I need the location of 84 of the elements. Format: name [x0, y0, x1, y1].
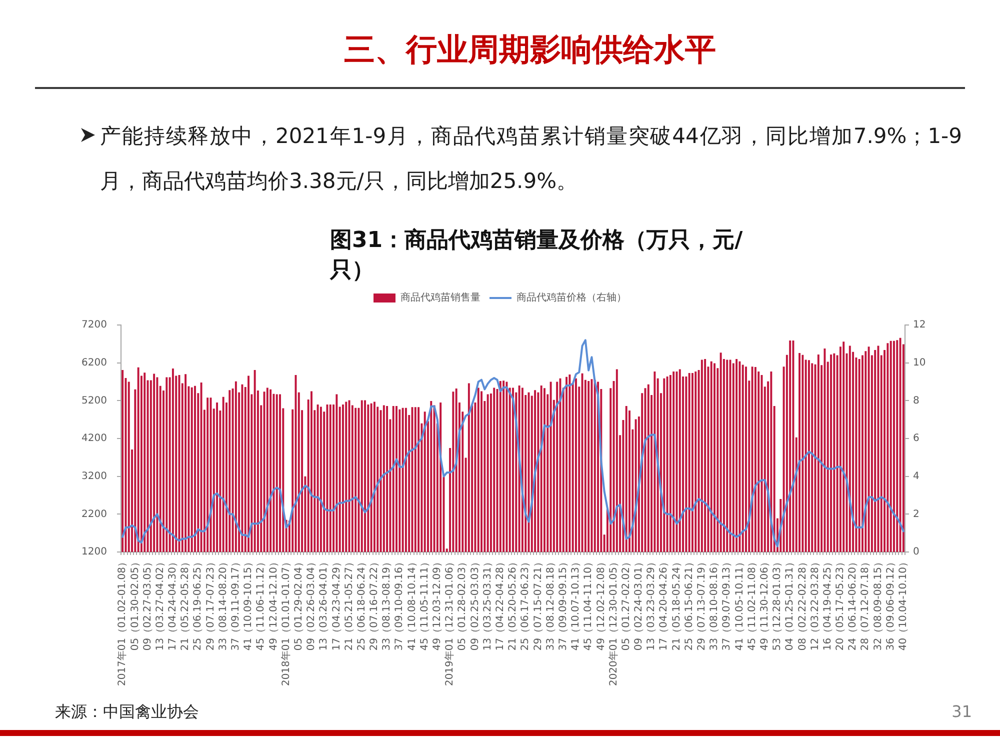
y2-tick-label: 0	[913, 546, 920, 558]
x-tick-label: 49（12.03-12.09）	[432, 557, 444, 651]
x-tick-label: 29（07.13-07.19）	[696, 557, 708, 651]
x-tick-label: 41（10.07-10.13）	[570, 557, 582, 651]
x-tick-label: 05（01.29-02.04）	[293, 557, 304, 651]
y-tick-label: 2200	[82, 508, 107, 520]
chart-title: 三、行业周期影响供给水平	[343, 31, 717, 70]
x-tick-label: 33（08.14-08.20）	[218, 557, 229, 651]
y-tick-label: 4200	[82, 433, 107, 444]
x-tick-label: 20（05.17-05.23）	[835, 557, 846, 651]
x-tick-label: 2018年01（01.01-01.07）	[280, 557, 292, 686]
y-tick-label: 5200	[82, 395, 107, 406]
y-tick-label: 6200	[82, 357, 107, 368]
x-tick-label: 33（08.12-08.18）	[545, 557, 556, 651]
x-tick-label: 37（09.11-09.17）	[230, 557, 242, 651]
x-tick-label: 21（05.22-05.28）	[180, 557, 192, 651]
x-tick-label: 53（12.28-01.03）	[772, 557, 784, 651]
x-tick-label: 41（10.08-10.14）	[406, 557, 418, 651]
x-tick-label: 29（07.17-07.23）	[205, 557, 216, 651]
y2-tick-label: 6	[913, 433, 920, 444]
x-tick-label: 24（06.14-06.20）	[848, 557, 859, 651]
x-tick-label: 41（10.05-10.11）	[734, 557, 746, 651]
legend-label: 商品代鸡苗销售量	[400, 292, 480, 304]
y2-tick-label: 8	[913, 395, 920, 406]
x-tick-label: 28（07.12-07.18）	[860, 557, 872, 651]
x-tick-label: 32（08.09-08.15）	[872, 557, 884, 651]
x-tick-label: 25（06.15-06.21）	[684, 557, 695, 651]
x-tick-label: 13（03.23-03.29）	[646, 557, 658, 651]
x-tick-label: 05（01.28-02.03）	[457, 557, 468, 651]
x-tick-label: 45（11.06-11.12）	[256, 557, 267, 651]
x-tick-label: 13（03.27-04.02）	[154, 557, 166, 651]
y2-tick-label: 2	[913, 508, 920, 520]
x-tick-label: 09（02.24-03.01）	[634, 557, 645, 651]
chart-subtitle: 图31：商品代鸡苗销量及价格（万只，元/只）	[330, 227, 744, 285]
y-tick-label: 1200	[82, 546, 107, 558]
x-tick-label: 21（05.20-05.26）	[508, 557, 519, 651]
x-tick-label: 25（06.17-06.23）	[520, 557, 532, 651]
x-tick-label: 04（01.25-01.31）	[784, 557, 796, 651]
x-tick-label: 25（06.19-06.25）	[192, 557, 204, 651]
x-tick-label: 17（04.22-04.28）	[495, 557, 506, 651]
x-tick-label: 17（04.23-04.29）	[331, 557, 342, 651]
x-tick-label: 2020年01（12.30-01.05）	[607, 557, 620, 686]
x-tick-label: 16（04.19-04.25）	[822, 557, 834, 651]
x-tick-label: 09（02.25-03.03）	[470, 557, 481, 651]
x-tick-label: 37（09.07-09.13）	[722, 557, 733, 651]
x-tick-label: 37（09.09-09.15）	[558, 557, 569, 651]
x-tick-label: 49（12.02-12.08）	[596, 557, 607, 651]
x-tick-label: 2017年01（01.02-01.08）	[116, 557, 128, 686]
x-tick-label: 37（09.10-09.16）	[394, 557, 406, 651]
x-tick-label: 33（08.13-08.19）	[382, 557, 393, 651]
x-tick-label: 17（04.24-04.30）	[168, 557, 179, 651]
y-tick-label: 7200	[82, 320, 107, 331]
x-tick-label: 33（08.10-08.16）	[709, 557, 720, 651]
source-note: 来源：中国禽业协会	[55, 701, 199, 723]
x-tick-label: 40（10.04-10.10）	[898, 557, 910, 651]
y-tick-label: 3200	[82, 470, 107, 482]
x-tick-label: 12（03.22-03.28）	[810, 557, 821, 651]
x-tick-label: 17（04.20-04.26）	[658, 557, 670, 651]
x-tick-label: 45（11.04-11.10）	[583, 557, 594, 651]
x-tick-label: 45（11.02-11.08）	[746, 557, 758, 651]
x-tick-label: 45（11.05-11.11）	[419, 557, 430, 651]
x-tick-label: 05（01.30-02.05）	[130, 557, 141, 651]
x-tick-label: 2019年01（12.31-01.06）	[444, 557, 456, 686]
x-tick-label: 41（10.09-10.15）	[243, 557, 254, 651]
x-tick-label: 25（06.18-06.24）	[356, 557, 368, 651]
x-tick-label: 08（02.22-02.28）	[797, 557, 808, 651]
y2-tick-label: 12	[913, 320, 926, 331]
x-tick-label: 36（09.06-09.12）	[885, 557, 896, 651]
y2-tick-label: 4	[913, 470, 920, 482]
x-tick-label: 29（07.15-07.21）	[532, 557, 544, 651]
x-tick-label: 49（11.30-12.06）	[759, 557, 770, 651]
x-tick-label: 29（07.16-07.22）	[369, 557, 380, 651]
x-tick-label: 09（02.27-03.05）	[142, 557, 154, 651]
text: 31	[950, 701, 972, 723]
text: 产能持续释放中，2021年1-9月，商品代鸡苗累计销量突破44亿羽，同比增加7.9%；1-9月，商品代鸡苗均价3.38元/只，同比增加25.9%。	[100, 123, 962, 195]
legend-label: 商品代鸡苗价格（右轴）	[516, 292, 626, 304]
x-tick-label: 21（05.21-05.27）	[344, 557, 355, 651]
x-tick-label: 05（01.27-02.02）	[620, 557, 632, 651]
y2-tick-label: 10	[913, 357, 926, 368]
x-tick-label: 49（12.04-12.10）	[268, 557, 280, 651]
x-tick-label: 09（02.26-03.04）	[306, 557, 318, 651]
x-tick-label: 13（03.26-04.01）	[318, 557, 330, 651]
x-tick-label: 21（05.18-05.24）	[671, 557, 682, 651]
x-tick-label: 13（03.25-03.31）	[482, 557, 494, 651]
